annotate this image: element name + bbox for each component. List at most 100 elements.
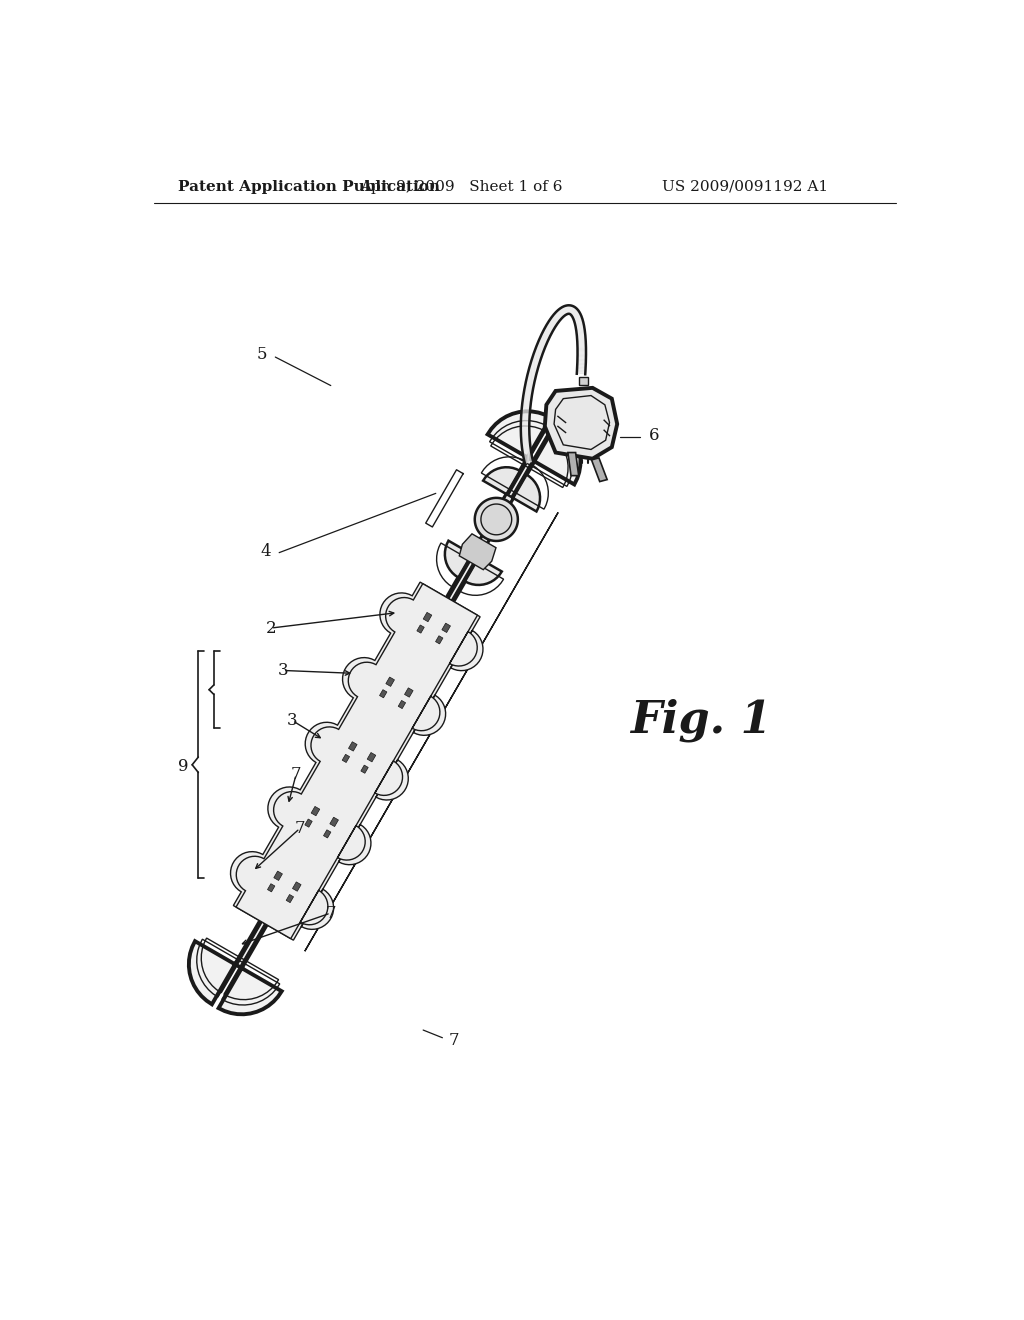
Polygon shape bbox=[571, 310, 579, 315]
Polygon shape bbox=[380, 689, 387, 698]
Polygon shape bbox=[535, 350, 543, 354]
Polygon shape bbox=[539, 341, 547, 345]
Polygon shape bbox=[330, 817, 339, 826]
Polygon shape bbox=[570, 308, 577, 314]
Polygon shape bbox=[552, 317, 559, 322]
Polygon shape bbox=[521, 413, 529, 414]
Polygon shape bbox=[558, 310, 564, 317]
Polygon shape bbox=[535, 351, 543, 355]
Polygon shape bbox=[442, 623, 451, 632]
Polygon shape bbox=[538, 343, 546, 347]
Polygon shape bbox=[305, 818, 312, 828]
Polygon shape bbox=[575, 322, 584, 325]
Polygon shape bbox=[578, 359, 586, 360]
Polygon shape bbox=[553, 315, 560, 321]
Polygon shape bbox=[577, 372, 586, 375]
Polygon shape bbox=[566, 305, 568, 314]
Polygon shape bbox=[521, 408, 530, 409]
Polygon shape bbox=[522, 451, 531, 454]
Polygon shape bbox=[531, 362, 540, 364]
Text: 3: 3 bbox=[287, 711, 298, 729]
Polygon shape bbox=[577, 330, 585, 331]
Polygon shape bbox=[521, 417, 529, 418]
Polygon shape bbox=[566, 305, 568, 314]
Polygon shape bbox=[522, 407, 530, 409]
Polygon shape bbox=[571, 312, 580, 317]
Polygon shape bbox=[577, 331, 585, 334]
Polygon shape bbox=[575, 323, 584, 326]
Polygon shape bbox=[561, 308, 566, 315]
Polygon shape bbox=[522, 401, 531, 403]
Text: 4: 4 bbox=[260, 543, 270, 560]
Polygon shape bbox=[536, 347, 544, 350]
Polygon shape bbox=[524, 457, 532, 459]
Polygon shape bbox=[543, 333, 550, 337]
Polygon shape bbox=[524, 391, 532, 393]
Polygon shape bbox=[572, 313, 581, 318]
Polygon shape bbox=[521, 437, 529, 438]
Polygon shape bbox=[550, 319, 557, 325]
Polygon shape bbox=[574, 321, 583, 323]
Polygon shape bbox=[534, 354, 542, 356]
Polygon shape bbox=[560, 308, 565, 315]
Polygon shape bbox=[561, 308, 565, 315]
Polygon shape bbox=[481, 504, 512, 535]
Polygon shape bbox=[540, 339, 547, 343]
Polygon shape bbox=[530, 362, 539, 366]
Polygon shape bbox=[525, 385, 534, 388]
Polygon shape bbox=[555, 313, 562, 318]
Polygon shape bbox=[574, 319, 583, 322]
Polygon shape bbox=[521, 437, 529, 440]
Polygon shape bbox=[523, 454, 531, 455]
Polygon shape bbox=[539, 339, 547, 343]
Polygon shape bbox=[522, 400, 531, 403]
Polygon shape bbox=[536, 347, 544, 351]
Polygon shape bbox=[547, 323, 555, 329]
Polygon shape bbox=[522, 450, 531, 451]
Polygon shape bbox=[544, 330, 551, 335]
Polygon shape bbox=[521, 420, 529, 421]
Polygon shape bbox=[311, 807, 319, 816]
Polygon shape bbox=[525, 385, 534, 388]
Polygon shape bbox=[521, 442, 530, 444]
Polygon shape bbox=[573, 315, 582, 319]
Polygon shape bbox=[531, 359, 540, 363]
Polygon shape bbox=[523, 454, 531, 457]
Polygon shape bbox=[578, 366, 586, 367]
Polygon shape bbox=[577, 337, 586, 338]
Polygon shape bbox=[573, 315, 582, 319]
Text: 6: 6 bbox=[649, 428, 659, 444]
Polygon shape bbox=[562, 306, 566, 314]
Polygon shape bbox=[537, 345, 545, 348]
Text: 9: 9 bbox=[178, 758, 188, 775]
Polygon shape bbox=[563, 306, 567, 314]
Polygon shape bbox=[544, 329, 552, 334]
Polygon shape bbox=[526, 379, 535, 381]
Polygon shape bbox=[558, 310, 563, 317]
Polygon shape bbox=[569, 306, 572, 314]
Polygon shape bbox=[522, 449, 530, 451]
Polygon shape bbox=[293, 882, 301, 891]
Polygon shape bbox=[536, 348, 544, 352]
Polygon shape bbox=[575, 325, 584, 327]
Polygon shape bbox=[522, 401, 530, 404]
Text: 7: 7 bbox=[295, 820, 305, 837]
Polygon shape bbox=[523, 393, 531, 396]
Polygon shape bbox=[444, 467, 540, 585]
Polygon shape bbox=[550, 319, 557, 325]
Polygon shape bbox=[554, 314, 561, 319]
Polygon shape bbox=[532, 356, 541, 360]
Polygon shape bbox=[541, 335, 549, 341]
Polygon shape bbox=[527, 372, 537, 375]
Polygon shape bbox=[578, 337, 586, 339]
Polygon shape bbox=[532, 355, 542, 359]
Polygon shape bbox=[578, 339, 586, 341]
Polygon shape bbox=[525, 381, 535, 384]
Polygon shape bbox=[573, 317, 582, 321]
Polygon shape bbox=[523, 396, 531, 399]
Polygon shape bbox=[521, 412, 529, 413]
Text: Fig. 1: Fig. 1 bbox=[630, 698, 771, 742]
Polygon shape bbox=[542, 334, 550, 338]
Polygon shape bbox=[521, 444, 530, 445]
Polygon shape bbox=[522, 450, 531, 453]
